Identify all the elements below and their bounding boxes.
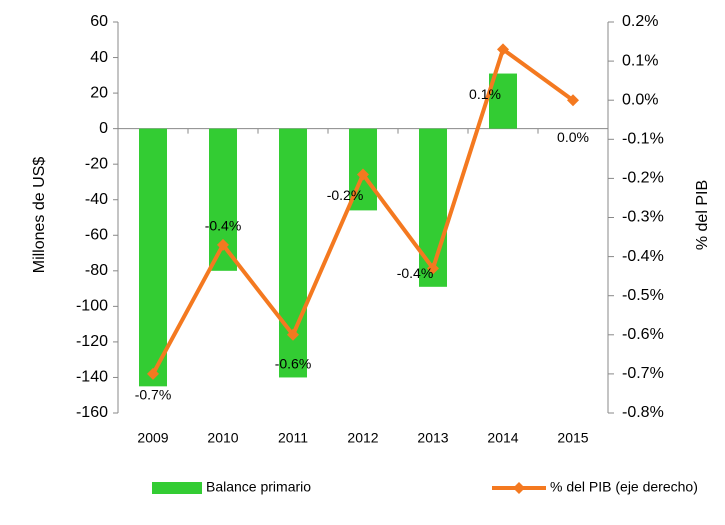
y-tick-label: 60 (90, 13, 108, 30)
data-label: 0.1% (469, 86, 501, 102)
y-tick-label: -40 (85, 191, 108, 208)
x-tick-label: 2010 (207, 430, 238, 446)
y-tick-label: -120 (76, 333, 108, 350)
y-tick-label: 0 (99, 120, 108, 137)
legend-swatch (152, 482, 202, 494)
y-tick-label: -140 (76, 369, 108, 386)
marker (357, 168, 369, 181)
y2-tick-label: -0.7% (622, 365, 664, 382)
y-tick-label: -160 (76, 404, 108, 421)
x-tick-label: 2014 (487, 430, 518, 446)
y-tick-label: 40 (90, 49, 108, 66)
y2-tick-label: -0.6% (622, 326, 664, 343)
y2-tick-label: -0.1% (622, 131, 664, 148)
y2-tick-label: 0.1% (622, 52, 658, 69)
data-label: -0.4% (397, 265, 434, 281)
y2-tick-label: -0.2% (622, 170, 664, 187)
y2-tick-label: -0.8% (622, 404, 664, 421)
y-tick-label: -80 (85, 262, 108, 279)
data-label: -0.2% (327, 187, 364, 203)
data-label: 0.0% (557, 129, 589, 145)
y2-tick-label: 0.2% (622, 13, 658, 30)
x-tick-label: 2012 (347, 430, 378, 446)
y2-tick-label: -0.5% (622, 287, 664, 304)
y-tick-label: -60 (85, 226, 108, 243)
data-label: -0.6% (275, 356, 312, 372)
x-tick-label: 2009 (137, 430, 168, 446)
y2-tick-label: 0.0% (622, 91, 658, 108)
y-axis-label: Millones de US$ (31, 157, 48, 274)
y2-tick-label: -0.3% (622, 209, 664, 226)
marker (147, 367, 159, 380)
bar (139, 128, 167, 387)
y-tick-label: -100 (76, 298, 108, 315)
legend-label: Balance primario (206, 479, 311, 495)
y-tick-label: -20 (85, 155, 108, 172)
x-tick-label: 2011 (278, 430, 308, 446)
bar (419, 128, 447, 287)
data-label: -0.7% (135, 387, 172, 403)
marker (567, 94, 579, 107)
marker (497, 43, 509, 56)
marker (427, 262, 439, 275)
data-label: -0.4% (205, 218, 242, 234)
y-tick-label: 20 (90, 84, 108, 101)
marker (217, 238, 229, 251)
legend-swatch (513, 482, 525, 494)
x-tick-label: 2013 (417, 430, 448, 446)
x-tick-label: 2015 (557, 430, 588, 446)
marker (287, 328, 299, 341)
y2-axis-label: % del PIB (694, 180, 711, 250)
legend-label: % del PIB (eje derecho) (550, 479, 698, 495)
y2-tick-label: -0.4% (622, 248, 664, 265)
